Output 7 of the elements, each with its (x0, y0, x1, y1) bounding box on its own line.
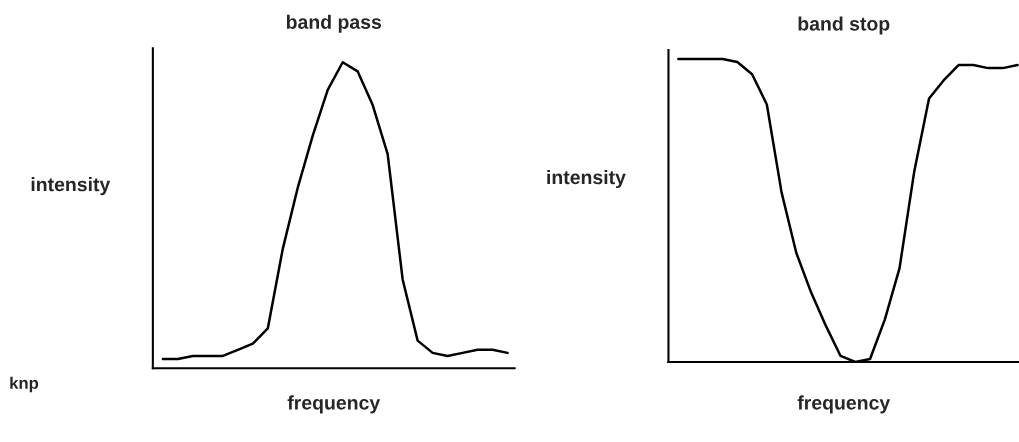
chart-title: band stop (798, 16, 890, 35)
chart-title: band pass (286, 14, 382, 33)
text: knp (10, 376, 39, 393)
x-axis-title: frequency (797, 395, 891, 414)
x-axis-title: frequency (287, 395, 381, 414)
y-axis-title: intensity (547, 169, 626, 189)
y-axis-title: intensity (31, 177, 111, 196)
